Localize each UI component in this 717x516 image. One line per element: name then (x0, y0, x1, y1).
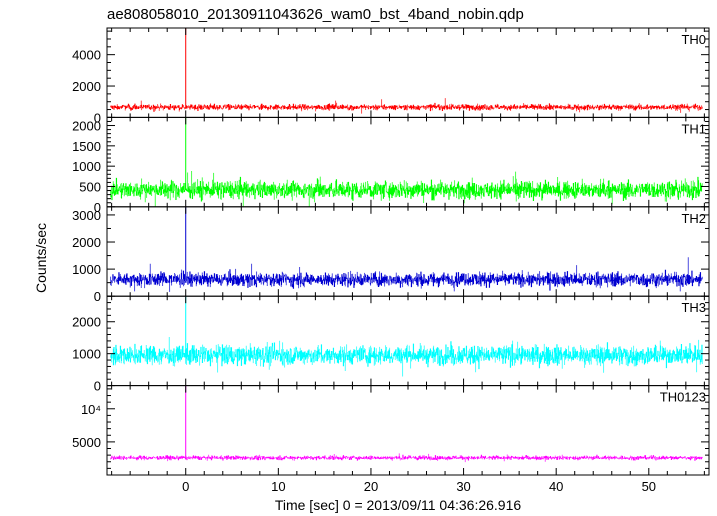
chart-title: ae808058010_20130911043626_wam0_bst_4ban… (107, 6, 524, 23)
y-tick-label: 0 (94, 289, 101, 304)
x-tick-label: 10 (271, 479, 285, 494)
series-th1 (110, 171, 703, 207)
y-tick-label: 10⁴ (81, 402, 101, 417)
y-tick-label: 3000 (72, 208, 101, 223)
y-tick-label: 1500 (72, 139, 101, 154)
panel-label: TH0 (681, 32, 706, 47)
panel-label: TH0123 (660, 390, 706, 405)
y-axis-label: Counts/sec (33, 223, 49, 293)
panel-th1: 0 500 1000 1500 2000 TH1 (72, 116, 710, 215)
panel-th2: 0 1000 2000 3000 TH2 (72, 206, 710, 304)
y-tick-label: 5000 (72, 435, 101, 450)
x-tick-label: 40 (549, 479, 563, 494)
y-tick-label: 0 (94, 110, 101, 125)
x-axis-label: Time [sec] 0 = 2013/09/11 04:36:26.916 (275, 497, 522, 513)
y-tick-label: 0 (94, 379, 101, 394)
panel-th3: 0 1000 2000 TH3 (72, 295, 710, 394)
y-tick-label: 1000 (72, 262, 101, 277)
x-tick-label: 0 (182, 479, 189, 494)
series-th3 (110, 337, 703, 377)
y-tick-label: 4000 (72, 48, 101, 63)
panel-th0: 0 2000 4000 TH0 (72, 27, 710, 125)
y-tick-label: 2000 (72, 235, 101, 250)
x-axis: 0 10 20 30 40 50 (182, 479, 656, 494)
x-tick-label: 50 (642, 479, 656, 494)
series-th0123 (110, 453, 703, 463)
y-tick-label: 0 (94, 200, 101, 215)
y-tick-label: 500 (79, 179, 101, 194)
series-th2 (110, 257, 703, 292)
y-tick-label: 2000 (72, 119, 101, 134)
panel-th0123: 5000 10⁴ TH0123 (72, 385, 710, 476)
panel-frame (106, 27, 710, 118)
y-tick-label: 2000 (72, 315, 101, 330)
panel-frame (106, 385, 710, 476)
x-tick-label: 20 (364, 479, 378, 494)
series-th0 (110, 98, 703, 114)
panel-frame (106, 295, 710, 387)
panel-label: TH1 (681, 121, 706, 136)
y-tick-label: 1000 (72, 347, 101, 362)
y-tick-label: 1000 (72, 159, 101, 174)
panel-label: TH3 (681, 300, 706, 315)
x-tick-label: 30 (456, 479, 470, 494)
panel-label: TH2 (681, 211, 706, 226)
y-tick-label: 2000 (72, 79, 101, 94)
